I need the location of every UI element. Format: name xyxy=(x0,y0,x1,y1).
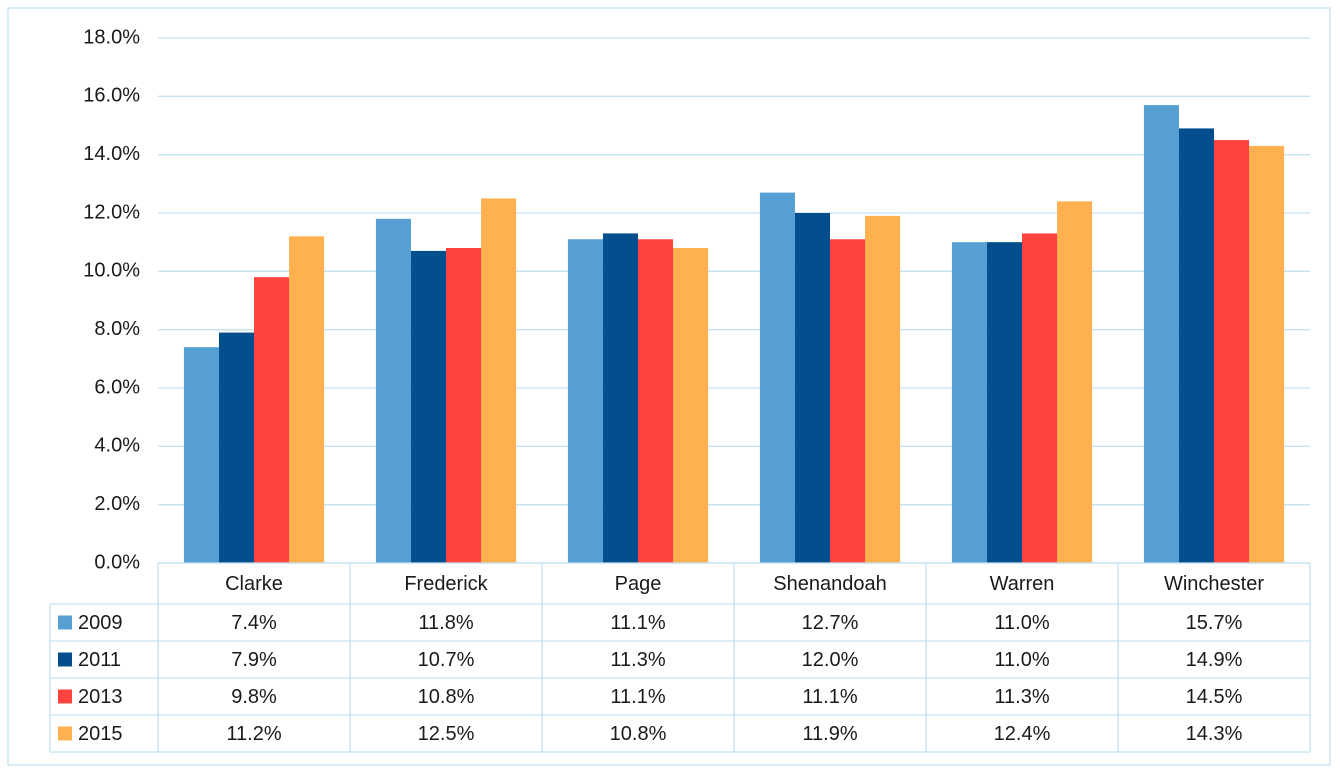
table-value: 10.8% xyxy=(610,723,667,745)
bar xyxy=(1214,140,1250,564)
bar xyxy=(602,233,638,563)
table-value: 11.1% xyxy=(610,612,665,634)
table-value: 12.7% xyxy=(802,612,859,634)
table-value: 14.9% xyxy=(1186,649,1243,671)
bar xyxy=(289,236,325,564)
table-value: 14.3% xyxy=(1186,723,1243,745)
bar xyxy=(986,242,1022,563)
bar xyxy=(446,248,482,563)
table-value: 12.0% xyxy=(802,649,859,671)
table-value: 7.9% xyxy=(231,649,277,671)
table-value: 10.8% xyxy=(418,686,475,708)
x-tick-label: Winchester xyxy=(1164,573,1264,595)
legend-label: 2013 xyxy=(78,686,123,708)
table-value: 9.8% xyxy=(231,686,277,708)
table-value: 10.7% xyxy=(418,649,475,671)
bar xyxy=(759,192,795,564)
bar xyxy=(638,239,674,563)
table-value: 11.0% xyxy=(994,612,1049,634)
y-tick-label: 16.0% xyxy=(83,85,140,107)
bar xyxy=(865,215,901,563)
table-value: 11.2% xyxy=(226,723,281,745)
legend-swatch xyxy=(58,652,72,667)
legend-label: 2015 xyxy=(78,723,123,745)
bar xyxy=(794,213,830,563)
y-tick-label: 10.0% xyxy=(83,260,140,282)
y-tick-label: 12.0% xyxy=(83,201,140,223)
legend-swatch xyxy=(58,689,72,704)
bar xyxy=(218,332,254,563)
legend-label: 2011 xyxy=(78,649,121,671)
table-value: 11.8% xyxy=(418,612,473,634)
x-tick-label: Warren xyxy=(990,573,1055,595)
bar xyxy=(1249,145,1285,563)
bar xyxy=(1057,201,1093,564)
y-tick-label: 2.0% xyxy=(94,493,140,515)
bar xyxy=(567,239,603,563)
y-tick-label: 8.0% xyxy=(94,318,140,340)
table-value: 11.1% xyxy=(802,686,857,708)
bar xyxy=(375,218,411,564)
table-value: 11.0% xyxy=(994,649,1049,671)
table-value: 7.4% xyxy=(231,612,277,634)
bar xyxy=(410,250,446,563)
table-value: 14.5% xyxy=(1186,686,1243,708)
y-tick-label: 14.0% xyxy=(83,143,140,165)
bar xyxy=(830,239,866,563)
table-value: 15.7% xyxy=(1186,612,1243,634)
table-value: 11.3% xyxy=(610,649,665,671)
bar xyxy=(183,347,219,563)
y-tick-label: 18.0% xyxy=(83,26,140,48)
x-tick-label: Frederick xyxy=(404,573,488,595)
table-value: 11.3% xyxy=(994,686,1049,708)
bar xyxy=(673,248,709,563)
legend-swatch xyxy=(58,726,72,741)
x-tick-label: Page xyxy=(615,573,662,595)
table-value: 11.1% xyxy=(610,686,665,708)
x-tick-label: Shenandoah xyxy=(773,573,886,595)
table-value: 12.5% xyxy=(418,723,475,745)
bar xyxy=(481,198,517,563)
legend-label: 2009 xyxy=(78,612,123,634)
bar xyxy=(1178,128,1214,563)
y-tick-label: 6.0% xyxy=(94,376,140,398)
bar xyxy=(951,242,987,563)
bar xyxy=(1022,233,1058,563)
y-tick-label: 4.0% xyxy=(94,435,140,457)
table-value: 12.4% xyxy=(994,723,1051,745)
legend-swatch xyxy=(58,615,72,630)
table-value: 11.9% xyxy=(802,723,857,745)
y-tick-label: 0.0% xyxy=(94,551,140,573)
bar xyxy=(254,277,290,563)
bar xyxy=(1143,105,1179,563)
x-tick-label: Clarke xyxy=(225,573,283,595)
